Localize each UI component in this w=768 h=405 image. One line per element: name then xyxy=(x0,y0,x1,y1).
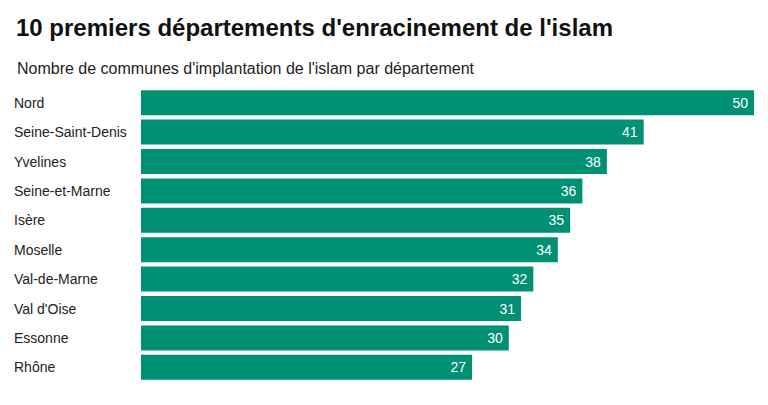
svg-text:Nord: Nord xyxy=(14,95,44,111)
svg-text:35: 35 xyxy=(549,212,565,228)
svg-text:Seine-et-Marne: Seine-et-Marne xyxy=(14,183,111,199)
svg-text:30: 30 xyxy=(487,330,503,346)
svg-text:Val d'Oise: Val d'Oise xyxy=(14,301,77,317)
svg-text:Val-de-Marne: Val-de-Marne xyxy=(14,271,98,287)
svg-text:34: 34 xyxy=(536,242,552,258)
svg-text:10 premiers départements d'enr: 10 premiers départements d'enracinement … xyxy=(16,14,613,41)
svg-text:27: 27 xyxy=(450,359,466,375)
svg-text:Isère: Isère xyxy=(14,212,45,228)
svg-text:Seine-Saint-Denis: Seine-Saint-Denis xyxy=(14,124,127,140)
svg-text:Yvelines: Yvelines xyxy=(14,154,66,170)
svg-text:Moselle: Moselle xyxy=(14,242,62,258)
svg-text:36: 36 xyxy=(561,183,577,199)
svg-text:41: 41 xyxy=(622,124,638,140)
svg-text:31: 31 xyxy=(499,301,515,317)
svg-text:50: 50 xyxy=(732,95,748,111)
svg-text:Essonne: Essonne xyxy=(14,330,69,346)
svg-text:Rhône: Rhône xyxy=(14,359,55,375)
svg-text:38: 38 xyxy=(585,154,601,170)
svg-text:32: 32 xyxy=(512,271,528,287)
svg-text:Nombre de communes d'implantat: Nombre de communes d'implantation de l'i… xyxy=(17,60,475,77)
